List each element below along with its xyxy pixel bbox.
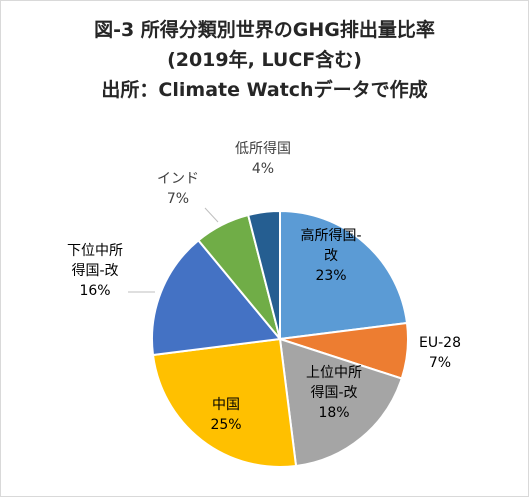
data-label-category: 改 — [324, 248, 338, 264]
data-label-category: 中国 — [212, 397, 240, 413]
data-label-category: 得国-改 — [71, 262, 118, 279]
chart-title: 図-3 所得分類別世界のGHG排出量比率 (2019年, LUCF含む) 出所：… — [0, 15, 529, 105]
data-label-category: 高所得国- — [300, 227, 361, 244]
pie-slice-4 — [151, 238, 282, 357]
data-label-category: インド — [157, 171, 199, 187]
pie-slice-2 — [278, 337, 404, 468]
data-label-percent: 18% — [318, 405, 349, 421]
pie-slice-6 — [246, 209, 281, 340]
pie-slices — [151, 209, 409, 468]
data-labels: 高所得国-改 23%EU-28 7%上位中所得国-改 18%中国 25%下位中所得国-改… — [67, 140, 461, 433]
data-label-0: 高所得国- 改 23% — [300, 227, 361, 284]
chart-title-line-2: (2019年, LUCF含む) — [167, 49, 362, 71]
data-label-percent: 25% — [210, 417, 241, 433]
leader-line-5 — [204, 207, 219, 223]
data-label-category: EU-28 — [419, 335, 461, 351]
data-label-6: 低所得国 4% — [235, 140, 291, 177]
data-label-category: 得国-改 — [310, 384, 357, 401]
data-label-percent: 7% — [167, 191, 189, 207]
data-label-percent: 7% — [429, 355, 451, 371]
pie-slice-3 — [151, 337, 298, 468]
data-label-percent: 16% — [79, 283, 110, 299]
data-label-4: 下位中所得国-改 16% — [67, 243, 123, 299]
data-label-5: インド 7% — [157, 171, 199, 207]
chart-title-line-1: 図-3 所得分類別世界のGHG排出量比率 — [94, 19, 435, 41]
leader-lines — [128, 207, 219, 293]
data-label-category: 下位中所 — [67, 243, 123, 259]
pie-slice-0 — [279, 209, 409, 341]
data-label-2: 上位中所得国-改 18% — [306, 365, 362, 421]
chart-title-line-3: 出所：Climate Watchデータで作成 — [101, 79, 428, 101]
data-label-category: 低所得国 — [235, 140, 291, 157]
data-label-1: EU-28 7% — [419, 335, 461, 371]
data-label-percent: 23% — [315, 268, 346, 284]
data-label-3: 中国 25% — [210, 397, 241, 433]
data-label-percent: 4% — [252, 161, 274, 177]
data-label-category: 上位中所 — [306, 365, 362, 381]
